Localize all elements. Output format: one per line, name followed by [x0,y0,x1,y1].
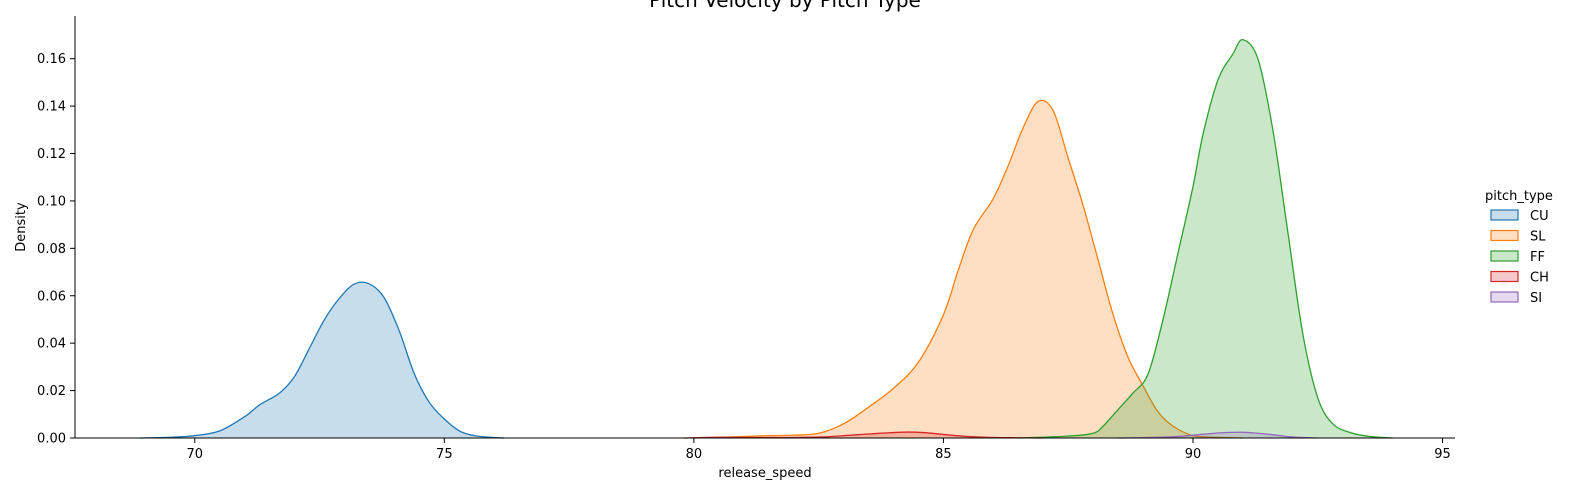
series-layer [139,39,1393,439]
legend-swatch-sl [1490,229,1519,242]
legend-items: CU SL FF CH SI [1490,209,1549,306]
legend-item-si: SI [1490,291,1542,306]
legend-label-ch: CH [1530,271,1549,286]
legend-swatch-ff [1490,250,1519,262]
x-tick-label: 75 [436,447,453,462]
legend-label-sl: SL [1530,230,1546,245]
y-tick-label: 0.10 [37,194,66,209]
chart-title: Pitch Velocity by Pitch Type [649,0,921,12]
series-si-line [1118,431,1318,439]
series-sl-area [693,100,1243,438]
legend-label-cu: CU [1530,209,1549,224]
x-axis-label: release_speed [718,466,811,481]
y-tick-label: 0.08 [37,242,66,257]
x-tick-label: 80 [686,447,703,462]
series-ff-line [1018,39,1393,439]
series-cu-area [139,282,505,438]
legend-item-ch: CH [1490,270,1549,286]
legend-swatch-ch [1490,270,1519,283]
y-tick-label: 0.12 [37,147,66,162]
legend-label-ff: FF [1530,250,1545,265]
x-tick-label: 85 [935,447,952,462]
legend-title: pitch_type [1485,189,1553,204]
y-ticks: 0.00 0.02 0.04 0.06 0.08 0.10 0.12 0.14 0.16 [37,52,75,447]
legend-swatch-si [1490,291,1519,303]
y-tick-label: 0.00 [37,432,66,447]
legend-item-cu: CU [1490,209,1549,224]
legend: pitch_type CU SL FF CH SI [1485,189,1553,306]
legend-item-sl: SL [1490,229,1546,245]
series-cu-line [139,281,505,439]
series-ff-area [1018,39,1393,438]
y-tick-label: 0.06 [37,289,66,304]
series-sl-line [693,99,1243,439]
y-tick-label: 0.04 [37,337,66,352]
x-ticks: 70 75 80 85 90 95 [187,438,1451,462]
legend-item-ff: FF [1490,250,1545,265]
y-tick-label: 0.16 [37,52,66,67]
y-tick-label: 0.14 [37,100,66,115]
x-tick-label: 70 [187,447,204,462]
y-tick-label: 0.02 [37,384,66,399]
x-tick-label: 95 [1434,447,1451,462]
y-axis-label: Density [14,202,29,252]
x-tick-label: 90 [1185,447,1202,462]
series-si-area [1118,432,1318,438]
legend-label-si: SI [1530,291,1542,306]
legend-swatch-cu [1490,209,1519,221]
series-ch-area [683,432,1044,438]
